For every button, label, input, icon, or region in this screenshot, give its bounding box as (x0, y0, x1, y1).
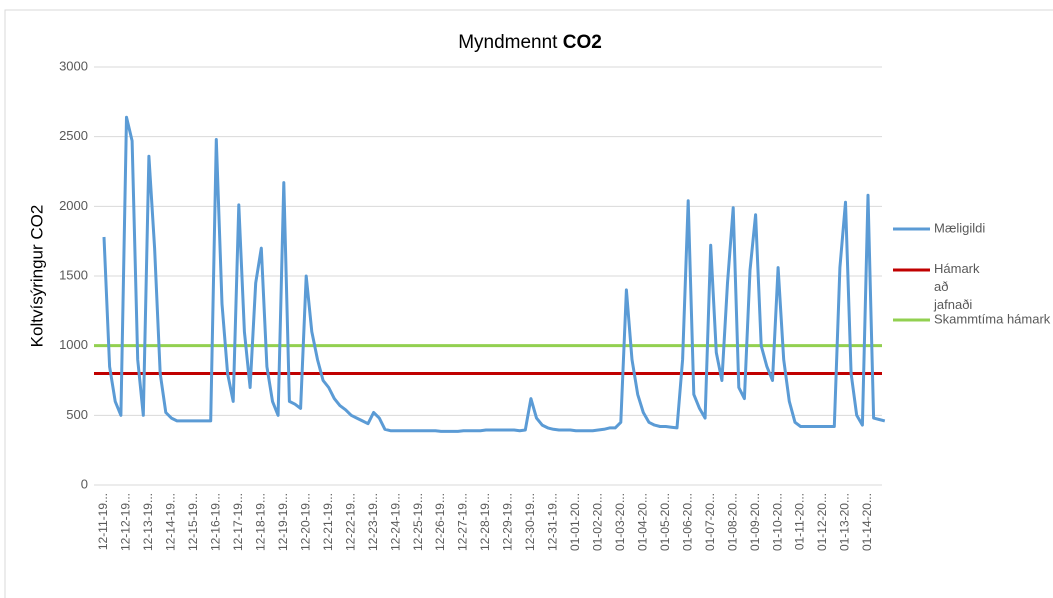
x-tick-label: 12-25-19... (411, 493, 425, 551)
x-tick-label: 01-12-20... (815, 493, 829, 551)
x-tick-label: 12-29-19... (501, 493, 515, 551)
x-tick-label: 01-13-20... (838, 493, 852, 551)
y-tick-label: 1500 (59, 267, 88, 282)
x-tick-label: 12-19-19... (276, 493, 290, 551)
x-tick-label: 01-11-20... (793, 493, 807, 550)
legend-label: Skammtíma hámark (934, 311, 1051, 326)
chart-frame (4, 9, 1053, 598)
x-tick-label: 12-11-19... (96, 493, 110, 550)
legend-label: Mæligildi (934, 220, 985, 235)
data-line (102, 115, 886, 433)
x-tick-label: 12-17-19... (231, 493, 245, 551)
x-tick-label: 01-06-20... (680, 493, 694, 551)
x-tick-label: 01-10-20... (770, 493, 784, 551)
y-tick-label: 2500 (59, 128, 88, 143)
x-tick-label: 01-04-20... (635, 493, 649, 551)
x-tick-label: 12-28-19... (478, 493, 492, 551)
chart-title: Myndmennt CO2 (458, 32, 602, 53)
x-tick-label: 01-03-20... (613, 493, 627, 551)
x-tick-label: 12-21-19... (321, 493, 335, 551)
x-tick-label: 12-15-19... (186, 493, 200, 551)
legend-label: Hámark að jafnaði (933, 261, 980, 312)
x-tick-label: 01-07-20... (703, 493, 717, 551)
x-tick-label: 01-09-20... (748, 493, 762, 551)
y-axis-label: Koltvísýringur CO2 (27, 205, 46, 348)
x-tick-label: 12-23-19... (366, 493, 380, 551)
y-tick-label: 1000 (59, 337, 88, 352)
y-tick-label: 500 (66, 407, 88, 422)
x-tick-label: 12-27-19... (456, 493, 470, 551)
x-tick-label: 01-14-20... (860, 493, 874, 551)
x-tick-label: 12-14-19... (164, 493, 178, 551)
x-tick-label: 01-02-20... (591, 493, 605, 551)
x-tick-label: 12-12-19... (119, 493, 133, 551)
y-tick-label: 0 (81, 476, 88, 491)
x-tick-label: 12-30-19... (523, 493, 537, 551)
x-tick-label: 01-01-20... (568, 493, 582, 551)
x-tick-label: 12-13-19... (141, 493, 155, 551)
x-tick-label: 01-05-20... (658, 493, 672, 551)
x-tick-label: 12-20-19... (298, 493, 312, 551)
x-tick-label: 12-26-19... (433, 493, 447, 551)
y-tick-label: 2000 (59, 198, 88, 213)
y-tick-label: 3000 (59, 58, 88, 73)
x-tick-label: 12-31-19... (546, 493, 560, 551)
x-tick-label: 01-08-20... (725, 493, 739, 551)
x-tick-label: 12-24-19... (388, 493, 402, 551)
x-tick-label: 12-18-19... (253, 493, 267, 551)
x-tick-label: 12-22-19... (343, 493, 357, 551)
x-tick-label: 12-16-19... (209, 493, 223, 551)
